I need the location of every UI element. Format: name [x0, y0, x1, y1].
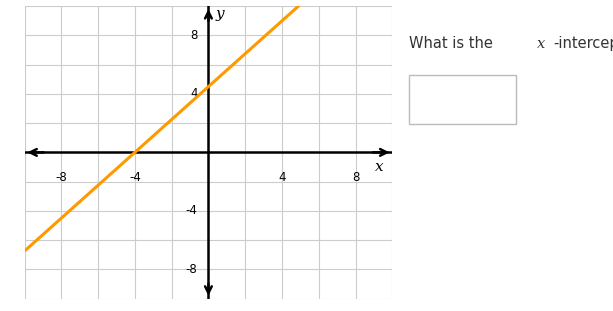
FancyBboxPatch shape [409, 75, 516, 124]
Text: 8: 8 [352, 171, 359, 184]
Text: -8: -8 [55, 171, 67, 184]
Text: -8: -8 [186, 263, 197, 276]
Text: -4: -4 [129, 171, 141, 184]
Text: -intercept?: -intercept? [553, 36, 613, 51]
Text: x: x [375, 160, 384, 174]
Text: -4: -4 [186, 204, 197, 217]
Text: 4: 4 [190, 87, 197, 100]
Text: What is the: What is the [409, 36, 498, 51]
Text: x: x [537, 36, 545, 51]
Text: 4: 4 [278, 171, 286, 184]
Text: y: y [215, 7, 224, 21]
Text: 8: 8 [190, 29, 197, 42]
